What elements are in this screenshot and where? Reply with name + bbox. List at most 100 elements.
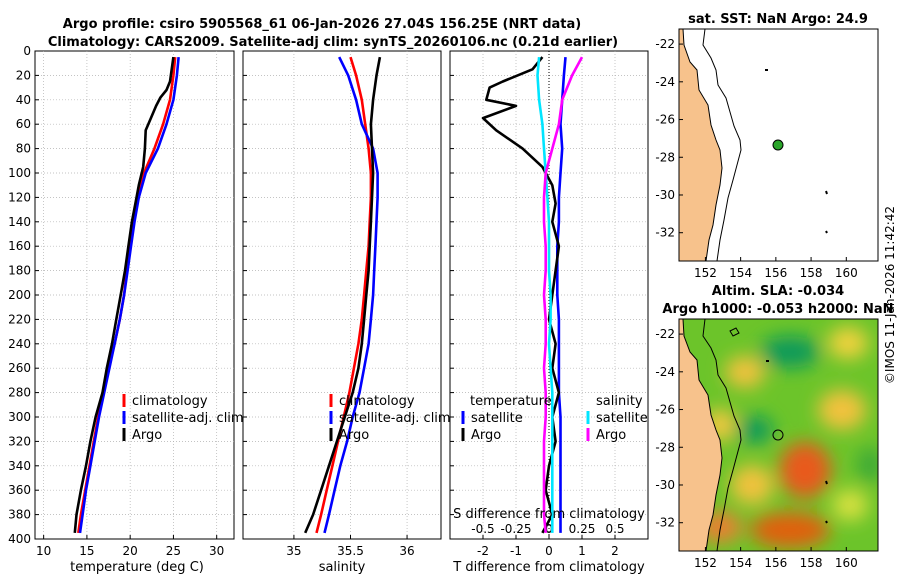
difference-xtick-label: 0 [545, 544, 553, 558]
temperature-series-argo [73, 56, 175, 534]
depth-tick-labels: 0204060801001201401601802002202402602803… [8, 44, 624, 558]
depth-tick-label: 60 [16, 117, 31, 131]
depth-tick-label: 100 [8, 166, 31, 180]
t-difference-xlabel: T difference from climatology [452, 560, 645, 575]
figure-title-line2: Climatology: CARS2009. Satellite-adj cli… [48, 35, 618, 50]
depth-tick-label: 40 [16, 93, 31, 107]
sla-anomaly-field [698, 327, 878, 548]
depth-tick-label: 200 [8, 288, 31, 302]
temperature-xtick-label: 10 [36, 544, 51, 558]
profile-series [73, 56, 584, 534]
depth-tick-label: 280 [8, 386, 31, 400]
salinity-series-satellite-adj-clim [323, 56, 379, 534]
sla-lat-tick-label: -26 [655, 403, 675, 417]
seamount-mark [825, 190, 828, 195]
s-difference-tick-label: -0.25 [500, 522, 531, 536]
legend-label-sal-satellite: satellite [596, 411, 648, 426]
temperature-xlabel: temperature (deg C) [70, 560, 204, 575]
sla-lon-tick-label: 158 [800, 556, 823, 570]
depth-tick-label: 340 [8, 459, 31, 473]
depth-tick-label: 160 [8, 239, 31, 253]
legend-label-climatology: climatology [132, 394, 208, 409]
sla-lon-tick-label: 156 [764, 556, 787, 570]
legend-label-satellite: satellite-adj. clim [132, 411, 244, 426]
depth-tick-label: 140 [8, 215, 31, 229]
temperature-xtick-label: 15 [79, 544, 94, 558]
figure-title-line1: Argo profile: csiro 5905568_61 06-Jan-20… [63, 17, 581, 32]
depth-tick-label: 300 [8, 410, 31, 424]
legend-label-temp-argo: Argo [471, 428, 501, 443]
depth-tick-label: 260 [8, 361, 31, 375]
sla-lat-tick-label: -22 [655, 327, 675, 341]
sla-lat-tick-label: -32 [655, 516, 675, 530]
difference-xtick-label: -1 [510, 544, 522, 558]
copyright-stamp: ©IMOS 11-Jan-2026 11:42:42 [883, 206, 897, 384]
depth-tick-label: 220 [8, 312, 31, 326]
australia-land [679, 319, 723, 551]
sla-map-title-line1: Altim. SLA: -0.034 [712, 284, 844, 299]
s-difference-tick-label: 0.5 [605, 522, 624, 536]
temperature-xtick-label: 30 [209, 544, 224, 558]
temperature-xtick-label: 20 [123, 544, 138, 558]
depth-tick-label: 380 [8, 508, 31, 522]
depth-tick-label: 20 [16, 68, 31, 82]
salinity-legend: climatology satellite-adj. clim Argo [329, 394, 451, 443]
legend-label-argo: Argo [339, 428, 369, 443]
sst-lon-tick-label: 152 [694, 266, 717, 280]
seamount-contour [729, 327, 740, 337]
sst-lon-tick-label: 156 [764, 266, 787, 280]
australia-land [679, 29, 723, 261]
salinity-series-argo [304, 56, 382, 534]
salinity-xlabel: salinity [319, 560, 366, 575]
legend-title-salinity: salinity [596, 394, 643, 409]
sla-lat-tick-label: -28 [655, 440, 675, 454]
sst-lat-tick-label: -22 [655, 37, 675, 51]
argo-float-marker [772, 139, 784, 151]
difference-series-temperature-argo [481, 56, 561, 534]
legend-title-temperature: temperature [470, 394, 552, 409]
legend-label-sal-argo: Argo [596, 428, 626, 443]
temperature-xtick-label: 25 [166, 544, 181, 558]
sla-lat-tick-label: -24 [655, 365, 675, 379]
sla-lon-tick-label: 152 [694, 556, 717, 570]
map-tick-labels: 152 154 156 158 160 -22 -24 -26 -28 -30 -32 152 154 1… [655, 37, 857, 570]
sst-map-frame [678, 28, 879, 262]
seamount-mark [825, 520, 828, 524]
legend-label-temp-satellite: satellite [471, 411, 523, 426]
continental-shelf-contour [702, 319, 742, 551]
seamount-mark [825, 480, 828, 485]
sst-lat-tick-label: -24 [655, 75, 675, 89]
s-difference-tick-label: -0.5 [471, 522, 494, 536]
difference-series-temperature-satellite [555, 56, 567, 533]
temperature-legend: climatology satellite-adj. clim Argo [122, 394, 244, 443]
legend-label-climatology: climatology [339, 394, 415, 409]
s-difference-xlabel: S difference from climatology [453, 507, 645, 522]
sst-lon-tick-label: 154 [729, 266, 752, 280]
sla-lat-tick-label: -30 [655, 478, 675, 492]
sla-map-title-line2: Argo h1000: -0.053 h2000: NaN [662, 302, 893, 317]
s-difference-tick-label: 0.25 [569, 522, 596, 536]
depth-tick-label: 120 [8, 190, 31, 204]
difference-xtick-label: 2 [611, 544, 619, 558]
depth-tick-label: 320 [8, 434, 31, 448]
sst-lat-tick-label: -26 [655, 113, 675, 127]
depth-tick-label: 360 [8, 483, 31, 497]
sst-map-title: sat. SST: NaN Argo: 24.9 [688, 12, 868, 27]
sst-lat-tick-label: -28 [655, 150, 675, 164]
sla-map [678, 318, 879, 552]
difference-legend: temperature satellite Argo salinity sate… [461, 394, 648, 443]
salinity-xtick-label: 35 [286, 544, 301, 558]
sst-lat-tick-label: -32 [655, 226, 675, 240]
depth-tick-label: 0 [23, 44, 31, 58]
depth-tick-label: 180 [8, 264, 31, 278]
sla-lon-tick-label: 154 [729, 556, 752, 570]
salinity-xtick-label: 36 [399, 544, 414, 558]
salinity-xtick-label: 35.5 [337, 544, 364, 558]
difference-series-salinity-satellite [536, 56, 554, 533]
continental-shelf-contour [702, 29, 742, 261]
sst-lat-tick-label: -30 [655, 188, 675, 202]
difference-xtick-label: -2 [477, 544, 489, 558]
depth-tick-label: 400 [8, 532, 31, 546]
sla-lon-tick-label: 160 [835, 556, 858, 570]
